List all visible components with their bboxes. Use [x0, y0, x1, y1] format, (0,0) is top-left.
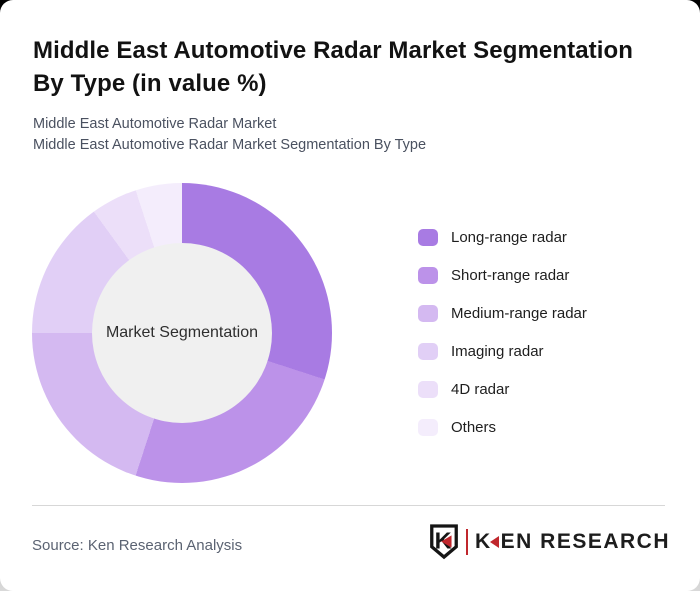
legend-label: Medium-range radar: [451, 305, 587, 322]
red-arrow-icon: [489, 536, 499, 548]
donut-center-label: Market Segmentation: [105, 324, 259, 341]
legend-item: Long-range radar: [418, 229, 587, 246]
legend-swatch-others: [418, 419, 438, 436]
legend-item: Medium-range radar: [418, 305, 587, 322]
legend-label: Short-range radar: [451, 267, 570, 284]
legend-label: Others: [451, 419, 497, 436]
ken-research-logo: K K EN RESEARCH: [428, 524, 670, 560]
footer-divider: [32, 505, 665, 506]
donut-hole: Market Segmentation: [92, 243, 272, 423]
chart-legend: Long-range radar Short-range radar Mediu…: [418, 229, 587, 436]
legend-label: Long-range radar: [451, 229, 567, 246]
legend-label: 4D radar: [451, 381, 510, 398]
legend-label: Imaging radar: [451, 343, 544, 360]
logo-text: EN RESEARCH: [500, 530, 670, 553]
legend-swatch-imaging: [418, 343, 438, 360]
legend-item: Others: [418, 419, 587, 436]
title-line-1: Middle East Automotive Radar Market Segm…: [33, 37, 634, 64]
legend-swatch-4d: [418, 381, 438, 398]
logo-separator: [465, 529, 468, 555]
legend-swatch-medium-range: [418, 305, 438, 322]
legend-swatch-long-range: [418, 229, 438, 246]
ken-research-shield-icon: K: [430, 524, 458, 560]
subtitle-line-2: Middle East Automotive Radar Market Segm…: [33, 137, 427, 153]
title-line-2: By Type (in value %): [33, 70, 267, 97]
donut-chart: Market Segmentation: [32, 183, 332, 483]
legend-item: 4D radar: [418, 381, 587, 398]
logo-wordmark: K EN RESEARCH: [475, 530, 670, 554]
legend-swatch-short-range: [418, 267, 438, 284]
legend-item: Short-range radar: [418, 267, 587, 284]
source-note: Source: Ken Research Analysis: [32, 537, 243, 554]
page-title: Middle East Automotive Radar Market Segm…: [33, 34, 633, 100]
subtitle-line-1: Middle East Automotive Radar Market: [33, 116, 277, 132]
legend-item: Imaging radar: [418, 343, 587, 360]
chart-subtitle: Middle East Automotive Radar Market Midd…: [33, 114, 426, 156]
logo-letter-k: K: [474, 530, 492, 553]
